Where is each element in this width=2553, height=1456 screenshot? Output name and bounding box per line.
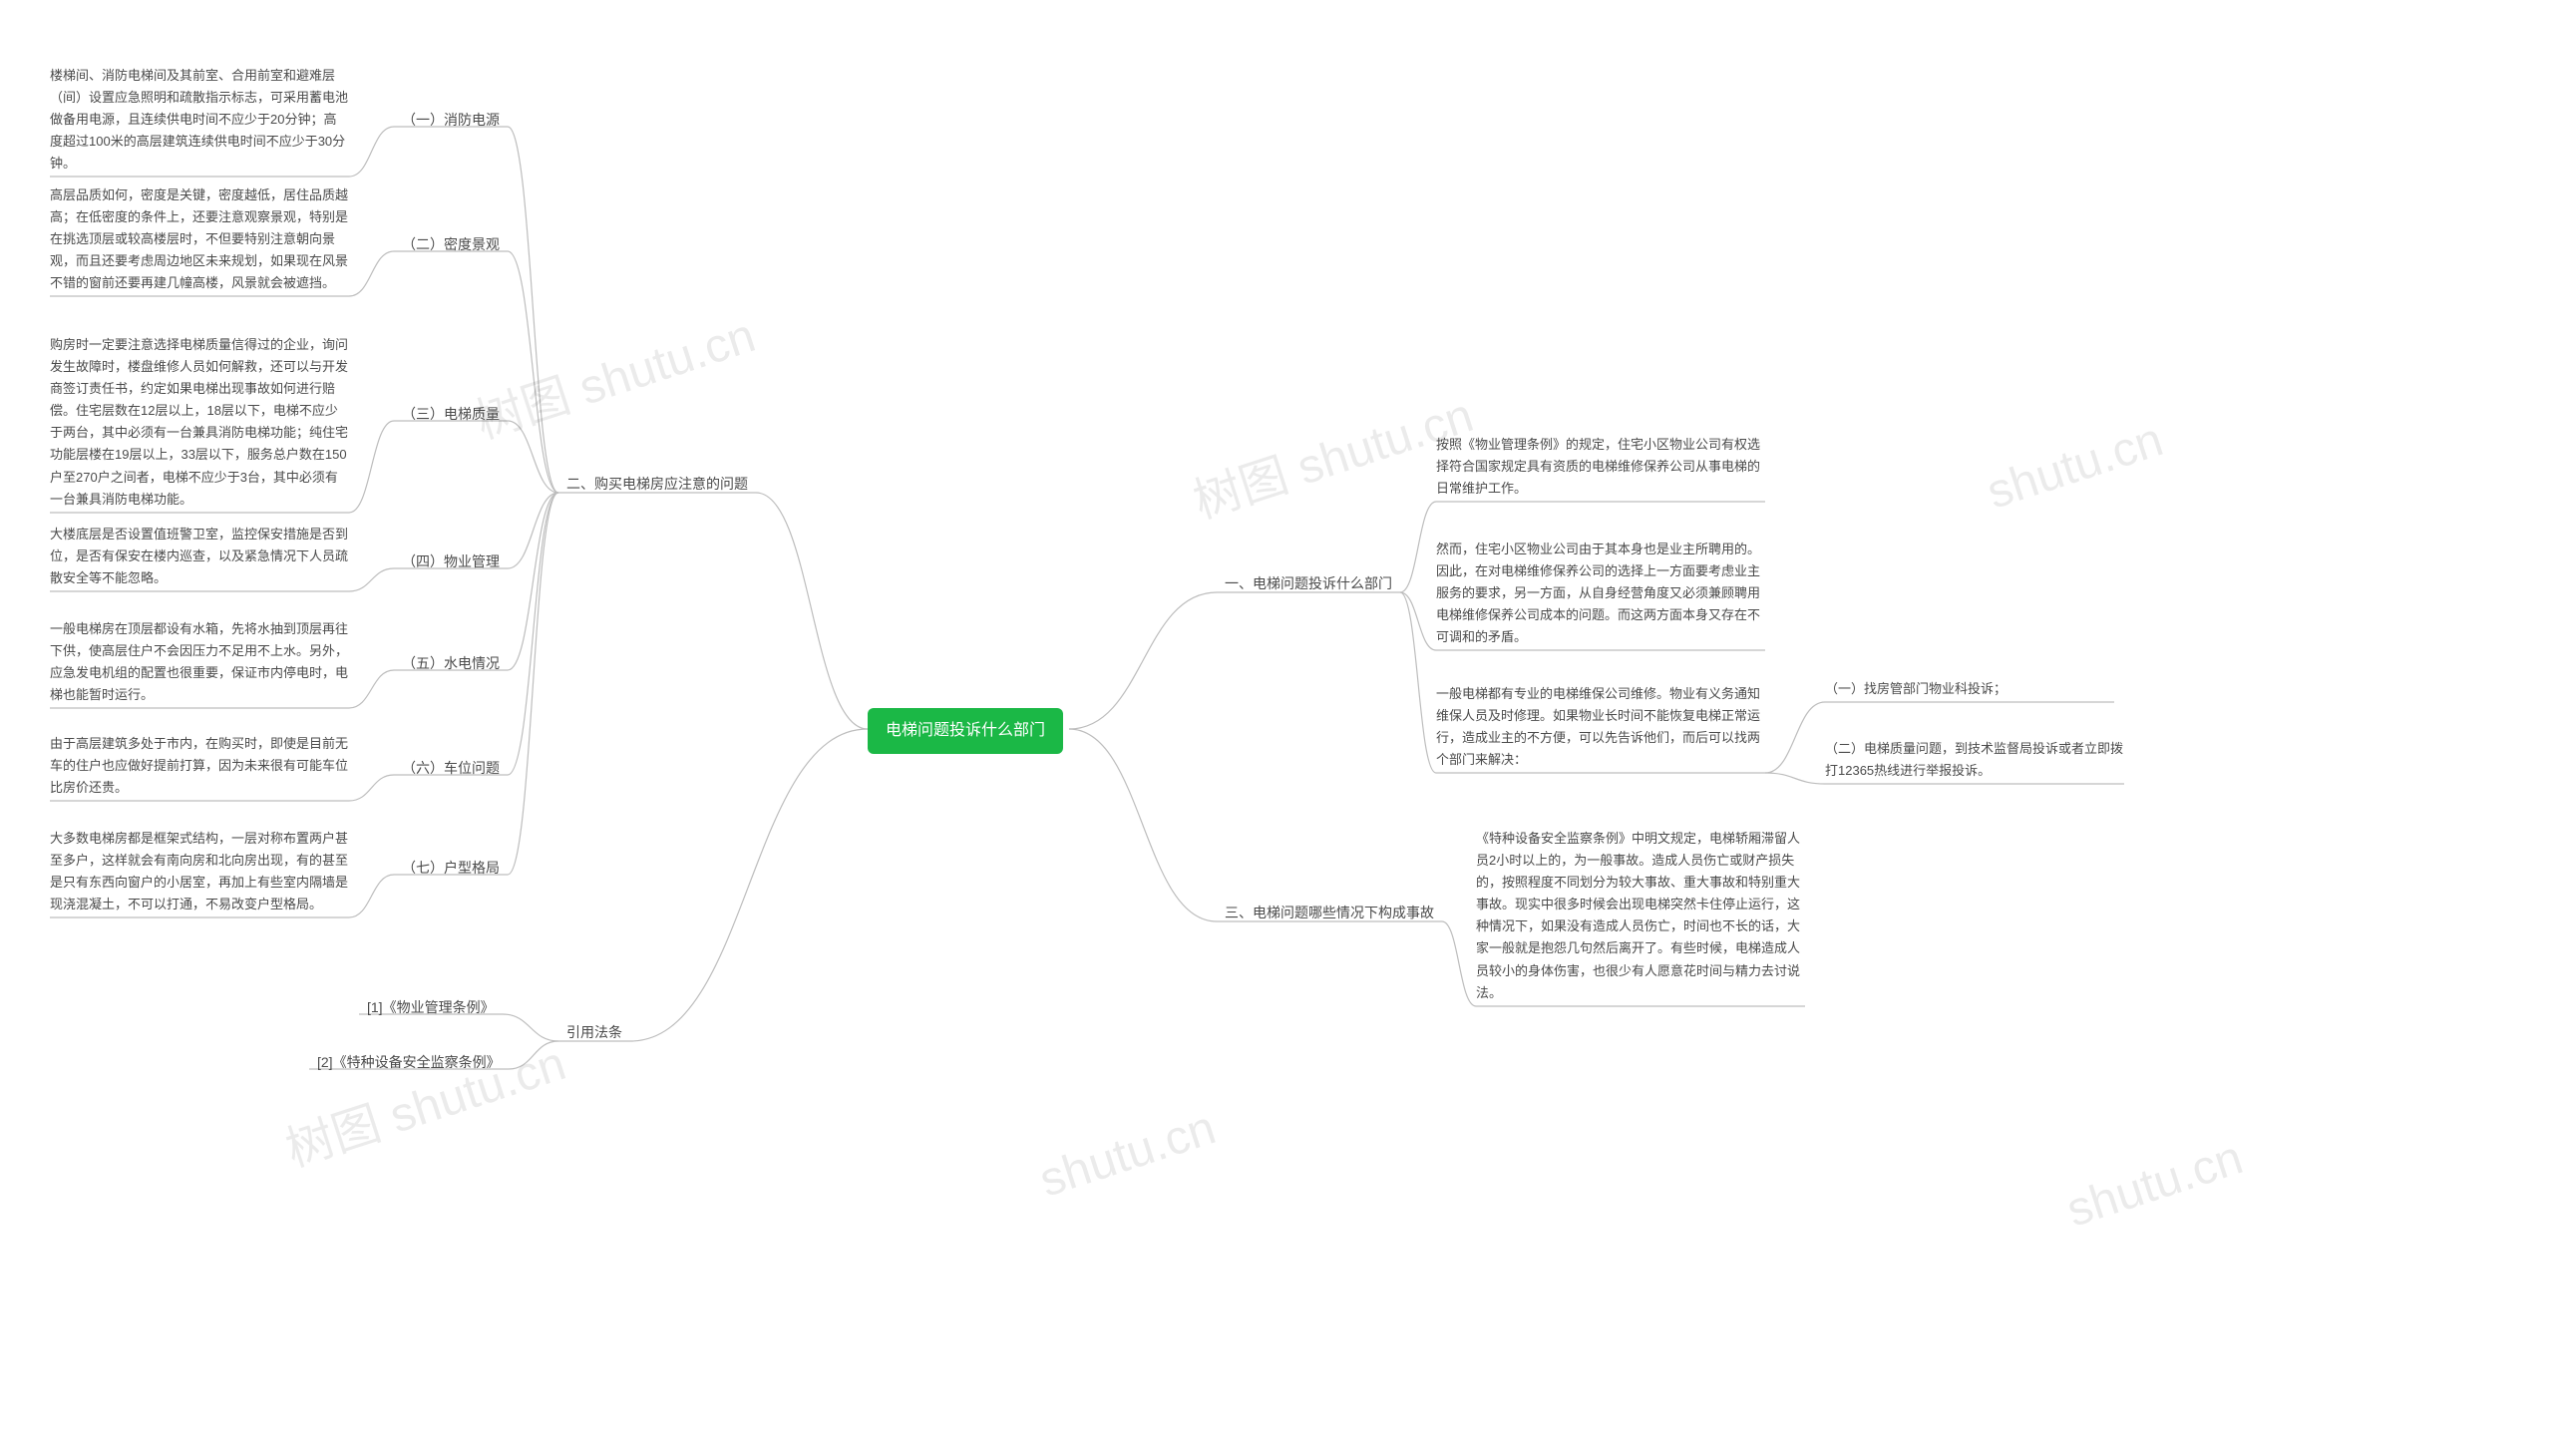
watermark: shutu.cn bbox=[1033, 1100, 1223, 1208]
sub-l1b: （二）密度景观 bbox=[394, 229, 508, 259]
watermark: shutu.cn bbox=[1981, 412, 2170, 520]
leaf-l1g: 大多数电梯房都是框架式结构，一层对称布置两户甚至多户，这样就会有南向房和北向房出… bbox=[50, 828, 349, 915]
connector-layer bbox=[0, 0, 2553, 1456]
leaf-r1a: 按照《物业管理条例》的规定，住宅小区物业公司有权选择符合国家规定具有资质的电梯维… bbox=[1436, 434, 1765, 500]
leaf-l1c: 购房时一定要注意选择电梯质量信得过的企业，询问发生故障时，楼盘维修人员如何解救，… bbox=[50, 334, 349, 511]
branch-r2: 三、电梯问题哪些情况下构成事故 bbox=[1217, 898, 1442, 927]
sub-l2a: [1]《物业管理条例》 bbox=[359, 992, 503, 1022]
watermark: 树图 shutu.cn bbox=[465, 296, 762, 452]
sub-l2b: [2]《特种设备安全监察条例》 bbox=[309, 1047, 509, 1077]
leaf-r2a: 《特种设备安全监察条例》中明文规定，电梯轿厢滞留人员2小时以上的，为一般事故。造… bbox=[1476, 828, 1805, 1004]
leaf-r1b: 然而，住宅小区物业公司由于其本身也是业主所聘用的。因此，在对电梯维修保养公司的选… bbox=[1436, 539, 1765, 648]
branch-l1: 二、购买电梯房应注意的问题 bbox=[558, 469, 756, 499]
root-node: 电梯问题投诉什么部门 bbox=[868, 708, 1063, 754]
branch-l2: 引用法条 bbox=[558, 1017, 630, 1047]
leaf-l1f: 由于高层建筑多处于市内，在购买时，即使是目前无车的住户也应做好提前打算，因为未来… bbox=[50, 733, 349, 799]
sub-l1d: （四）物业管理 bbox=[394, 546, 508, 576]
watermark: shutu.cn bbox=[2060, 1130, 2250, 1238]
sub-l1f: （六）车位问题 bbox=[394, 753, 508, 783]
leaf-r1c2: （二）电梯质量问题，到技术监督局投诉或者立即拨打12365热线进行举报投诉。 bbox=[1825, 738, 2124, 782]
sub-l1g: （七）户型格局 bbox=[394, 853, 508, 883]
leaf-l1a: 楼梯间、消防电梯间及其前室、合用前室和避难层（间）设置应急照明和疏散指示标志，可… bbox=[50, 65, 349, 175]
leaf-r1c: 一般电梯都有专业的电梯维保公司维修。物业有义务通知维保人员及时修理。如果物业长时… bbox=[1436, 683, 1765, 771]
leaf-r1c1: （一）找房管部门物业科投诉； bbox=[1825, 678, 2114, 700]
sub-l1c: （三）电梯质量 bbox=[394, 399, 508, 429]
sub-l1a: （一）消防电源 bbox=[394, 105, 508, 135]
mindmap-canvas: 电梯问题投诉什么部门 一、电梯问题投诉什么部门 按照《物业管理条例》的规定，住宅小区… bbox=[0, 0, 2553, 1456]
leaf-l1b: 高层品质如何，密度是关键，密度越低，居住品质越高；在低密度的条件上，还要注意观察… bbox=[50, 184, 349, 294]
sub-l1e: （五）水电情况 bbox=[394, 648, 508, 678]
leaf-l1d: 大楼底层是否设置值班警卫室，监控保安措施是否到位，是否有保安在楼内巡查，以及紧急… bbox=[50, 524, 349, 589]
leaf-l1e: 一般电梯房在顶层都设有水箱，先将水抽到顶层再往下供，使高层住户不会因压力不足用不… bbox=[50, 618, 349, 706]
branch-r1: 一、电梯问题投诉什么部门 bbox=[1217, 568, 1400, 598]
